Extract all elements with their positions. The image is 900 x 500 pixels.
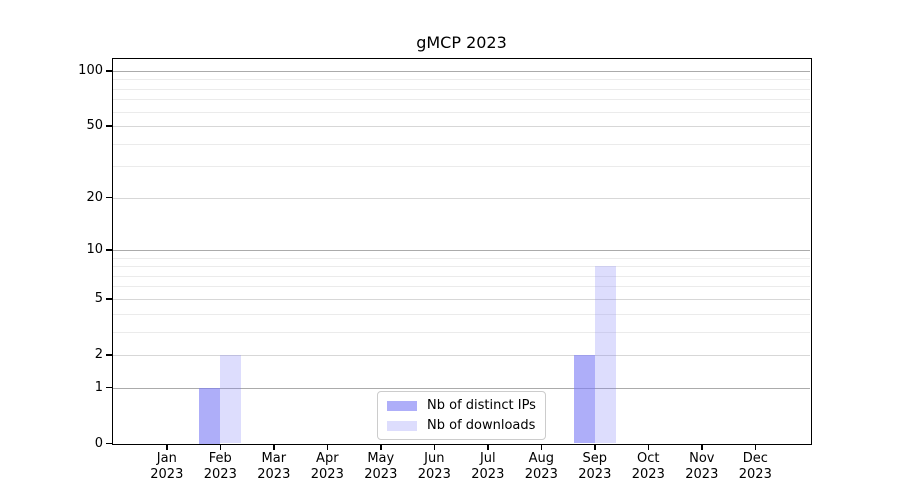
x-tick-label-oct-2023: Oct 2023 <box>615 451 681 482</box>
x-tick-label-year: 2023 <box>685 466 719 482</box>
x-tick-label-month: Apr <box>316 451 339 466</box>
x-tick-label-month: Oct <box>637 451 660 466</box>
x-tick-label-feb-2023: Feb 2023 <box>187 451 253 482</box>
legend-item-distinct-ips: Nb of distinct IPs <box>387 397 536 414</box>
x-tick-label-sep-2023: Sep 2023 <box>562 451 628 482</box>
x-tick-nov-2023 <box>701 444 703 450</box>
y-tick-label-5: 5 <box>94 290 103 306</box>
x-tick-label-year: 2023 <box>150 466 184 482</box>
gridline-y-100 <box>113 70 810 72</box>
x-tick-label-nov-2023: Nov 2023 <box>669 451 735 482</box>
x-tick-label-year: 2023 <box>524 466 558 482</box>
x-tick-label-jun-2023: Jun 2023 <box>401 451 467 482</box>
y-tick-0 <box>106 442 113 445</box>
x-tick-label-jul-2023: Jul 2023 <box>455 451 521 482</box>
x-tick-label-year: 2023 <box>631 466 665 482</box>
x-tick-label-month: Jan <box>156 451 177 466</box>
x-tick-sep-2023 <box>594 444 596 450</box>
x-tick-label-year: 2023 <box>364 466 398 482</box>
x-tick-label-month: May <box>367 451 395 466</box>
y-tick-label-2: 2 <box>94 346 103 362</box>
legend-swatch-distinct-ips <box>387 400 417 411</box>
gridline-y-4 <box>113 313 810 315</box>
gridline-y-3 <box>113 331 810 333</box>
x-tick-label-month: Mar <box>261 451 287 466</box>
legend-label-distinct-ips: Nb of distinct IPs <box>427 398 536 413</box>
x-tick-label-year: 2023 <box>257 466 291 482</box>
x-tick-mar-2023 <box>273 444 275 450</box>
legend-item-downloads: Nb of downloads <box>387 417 536 434</box>
y-tick-label-100: 100 <box>78 62 103 78</box>
gridline-y-70 <box>113 99 810 101</box>
x-tick-label-year: 2023 <box>203 466 237 482</box>
x-tick-may-2023 <box>380 444 382 450</box>
gridline-y-7 <box>113 275 810 277</box>
y-tick-label-10: 10 <box>86 241 103 257</box>
x-tick-label-dec-2023: Dec 2023 <box>722 451 788 482</box>
y-tick-20 <box>106 196 113 199</box>
gridline-y-40 <box>113 143 810 145</box>
gridline-y-5 <box>113 298 810 300</box>
x-tick-label-month: Jul <box>479 451 496 466</box>
y-tick-50 <box>106 125 113 127</box>
gridline-y-20 <box>113 197 810 199</box>
y-tick-2 <box>106 354 113 356</box>
gridline-y-8 <box>113 266 810 268</box>
x-tick-label-apr-2023: Apr 2023 <box>294 451 360 482</box>
x-tick-label-month: Sep <box>582 451 608 466</box>
x-tick-label-month: Nov <box>689 451 715 466</box>
x-tick-apr-2023 <box>326 444 329 450</box>
y-tick-10 <box>106 249 113 251</box>
x-tick-jan-2023 <box>166 444 168 450</box>
gridline-y-80 <box>113 88 810 90</box>
legend-swatch-downloads <box>387 420 417 431</box>
x-tick-label-may-2023: May 2023 <box>348 451 414 482</box>
x-tick-label-month: Aug <box>528 451 554 466</box>
y-tick-label-0: 0 <box>94 435 103 451</box>
x-tick-jun-2023 <box>433 444 436 450</box>
x-tick-label-year: 2023 <box>578 466 612 482</box>
legend-label-downloads: Nb of downloads <box>427 418 536 433</box>
x-tick-label-month: Dec <box>742 451 768 466</box>
x-tick-jul-2023 <box>487 444 489 450</box>
bar-distinct-ips-feb-2023 <box>199 387 221 444</box>
x-tick-label-year: 2023 <box>417 466 451 482</box>
x-tick-label-aug-2023: Aug 2023 <box>508 451 574 482</box>
gridline-y-9 <box>113 257 810 259</box>
bar-downloads-feb-2023 <box>220 354 242 444</box>
x-tick-label-mar-2023: Mar 2023 <box>241 451 307 482</box>
gridline-y-90 <box>113 79 810 81</box>
gridline-y-50 <box>113 126 810 127</box>
y-tick-5 <box>106 298 113 300</box>
chart-title: gMCP 2023 <box>416 33 507 52</box>
x-tick-label-jan-2023: Jan 2023 <box>134 451 200 482</box>
y-tick-label-20: 20 <box>86 189 103 205</box>
x-tick-label-year: 2023 <box>738 466 772 482</box>
gridline-y-30 <box>113 166 810 168</box>
y-tick-label-1: 1 <box>94 379 103 395</box>
x-tick-label-month: Jun <box>424 451 445 466</box>
y-tick-label-50: 50 <box>86 118 103 133</box>
gridline-y-2 <box>113 354 810 356</box>
bar-downloads-sep-2023 <box>594 266 616 444</box>
x-tick-label-year: 2023 <box>471 466 505 482</box>
x-tick-label-year: 2023 <box>310 466 344 482</box>
legend: Nb of distinct IPs Nb of downloads <box>377 391 546 440</box>
gridline-y-60 <box>113 111 810 113</box>
x-tick-dec-2023 <box>754 444 756 450</box>
gridline-y-1 <box>113 387 810 389</box>
x-tick-feb-2023 <box>219 444 222 450</box>
bar-distinct-ips-sep-2023 <box>573 354 595 444</box>
gridline-y-10 <box>113 249 810 251</box>
x-tick-oct-2023 <box>647 444 649 450</box>
x-tick-label-month: Feb <box>208 451 232 466</box>
y-tick-100 <box>106 70 113 72</box>
x-tick-aug-2023 <box>540 444 542 450</box>
y-tick-1 <box>106 386 113 389</box>
gridline-y-6 <box>113 286 810 288</box>
